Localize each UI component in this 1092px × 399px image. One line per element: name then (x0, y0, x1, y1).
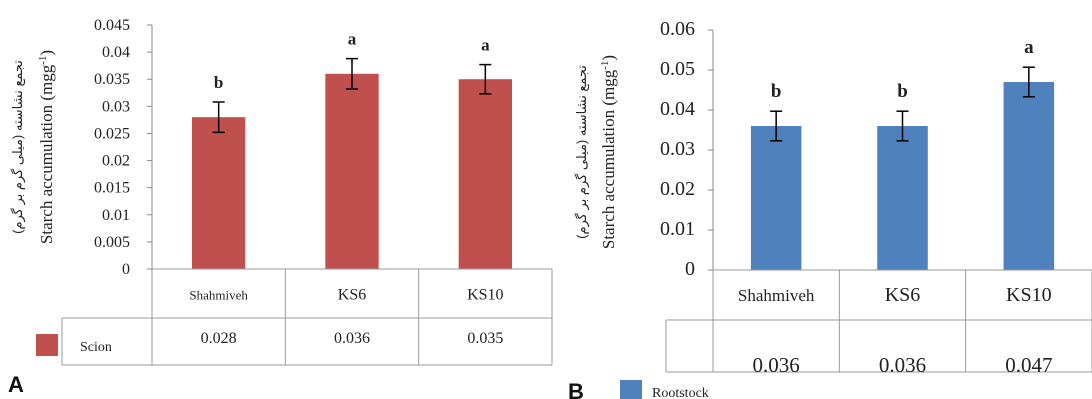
significance-letter: a (481, 36, 490, 55)
chart-panel-b: 0 0.01 0.02 0.03 0.04 0.05 0.06 Starch accumula… (568, 18, 1092, 399)
category-label: Shahmiveh (738, 286, 815, 305)
y-tick-label: 0.04 (102, 44, 130, 61)
chart-panel-a: 0 0.005 0.01 0.015 0.02 0.025 0.03 0.035 0.04 0.0… (8, 17, 553, 397)
significance-letter: a (348, 30, 357, 49)
table-value: 0.028 (201, 330, 237, 347)
y-tick-label: 0.02 (102, 153, 130, 170)
category-label: KS6 (338, 287, 366, 304)
table-value: 0.035 (467, 330, 503, 347)
bar (877, 126, 928, 270)
category-label: KS10 (1006, 284, 1052, 306)
significance-letter: b (897, 81, 908, 102)
significance-letter: b (214, 73, 223, 92)
category-label: Shahmiveh (189, 288, 248, 303)
legend-label: Scion (80, 340, 112, 355)
y-tick-label: 0.06 (660, 18, 695, 40)
legend-swatch (36, 334, 58, 356)
y-tick-label: 0.01 (102, 207, 130, 224)
y-axis-label: Starch accumulation (mgg-1) (599, 55, 618, 249)
significance-letter: b (771, 81, 782, 102)
y-tick-label: 0.045 (94, 17, 130, 34)
bar (458, 79, 512, 269)
y-tick-label: 0 (685, 258, 695, 280)
bar (750, 126, 802, 270)
y-axis-label-persian: تجمع نشاسته (میلی گرم بر گرم) (574, 65, 590, 239)
y-tick-label: 0.02 (660, 178, 695, 200)
y-tick-label: 0.005 (94, 234, 130, 251)
y-axis-label-persian: تجمع نشاسته (میلی گرم بر گرم) (10, 60, 26, 234)
category-label: KS10 (467, 287, 503, 304)
y-tick-label: 0.035 (94, 71, 130, 88)
table-value: 0.036 (753, 353, 800, 377)
panel-label: B (568, 379, 584, 399)
y-tick-label: 0.03 (660, 138, 695, 160)
y-tick-label: 0.04 (660, 98, 695, 120)
table-value: 0.047 (1005, 353, 1052, 377)
table-value: 0.036 (334, 330, 370, 347)
category-label: KS6 (885, 284, 921, 306)
bar (325, 73, 379, 269)
y-tick-label: 0.015 (94, 180, 130, 197)
significance-letter: a (1024, 37, 1034, 58)
panel-label: A (8, 372, 24, 397)
y-tick-label: 0.03 (102, 98, 130, 115)
y-tick-label: 0.025 (94, 125, 130, 142)
bar (1003, 82, 1055, 270)
y-axis-label: Starch accumulation (mgg-1) (37, 50, 56, 244)
y-tick-label: 0.01 (660, 218, 695, 240)
y-tick-label: 0 (122, 261, 130, 278)
y-tick-label: 0.05 (660, 58, 695, 80)
bar (192, 117, 246, 269)
legend-label: Rootstock (652, 386, 709, 399)
table-value: 0.036 (879, 353, 926, 377)
legend-swatch (620, 380, 642, 399)
